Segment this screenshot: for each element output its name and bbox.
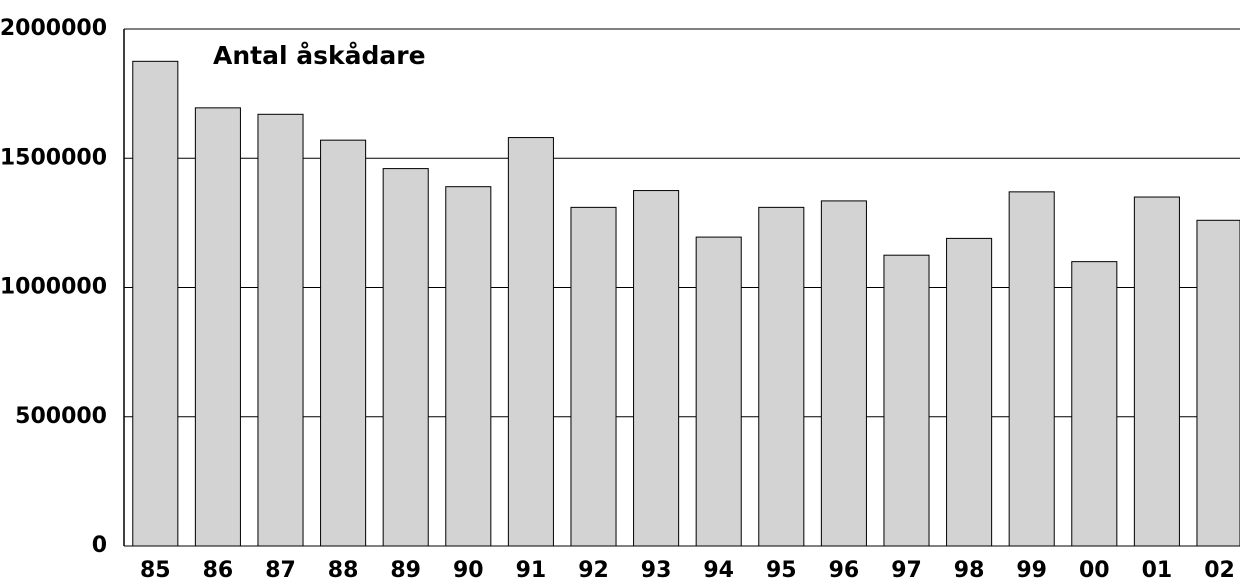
bar <box>445 186 492 547</box>
bar <box>633 190 680 547</box>
x-tick-label: 94 <box>703 558 734 583</box>
bar <box>1133 196 1180 547</box>
bar <box>883 254 930 547</box>
bar <box>570 206 617 547</box>
bar <box>132 60 179 547</box>
x-tick-label: 98 <box>954 558 985 583</box>
y-tick-label: 500000 <box>15 404 107 429</box>
y-tick-label: 1000000 <box>0 275 107 300</box>
y-tick-label: 0 <box>92 533 107 558</box>
bar <box>1008 191 1055 547</box>
x-tick-label: 95 <box>766 558 797 583</box>
x-tick-label: 85 <box>140 558 171 583</box>
y-tick-label: 2000000 <box>0 16 107 41</box>
x-tick-label: 91 <box>516 558 547 583</box>
x-tick-label: 01 <box>1142 558 1173 583</box>
x-tick-label: 99 <box>1016 558 1047 583</box>
bar <box>695 236 742 547</box>
x-tick-label: 86 <box>203 558 234 583</box>
y-tick-label: 1500000 <box>0 145 107 170</box>
chart-title: Antal åskådare <box>213 41 426 70</box>
bar <box>758 206 805 547</box>
x-tick-label: 97 <box>891 558 922 583</box>
bar <box>382 168 429 547</box>
bar <box>1196 219 1240 547</box>
bar <box>1071 261 1118 547</box>
bar <box>507 137 554 547</box>
bar <box>194 107 241 547</box>
x-tick-label: 00 <box>1079 558 1110 583</box>
x-tick-label: 96 <box>829 558 860 583</box>
x-tick-label: 88 <box>328 558 359 583</box>
x-tick-label: 92 <box>578 558 609 583</box>
x-tick-label: 02 <box>1204 558 1235 583</box>
x-tick-label: 87 <box>265 558 296 583</box>
x-tick-label: 90 <box>453 558 484 583</box>
bar <box>946 237 993 547</box>
x-tick-label: 89 <box>390 558 421 583</box>
bar <box>320 139 367 547</box>
bar <box>257 113 304 547</box>
x-tick-label: 93 <box>641 558 672 583</box>
bar <box>820 200 867 547</box>
